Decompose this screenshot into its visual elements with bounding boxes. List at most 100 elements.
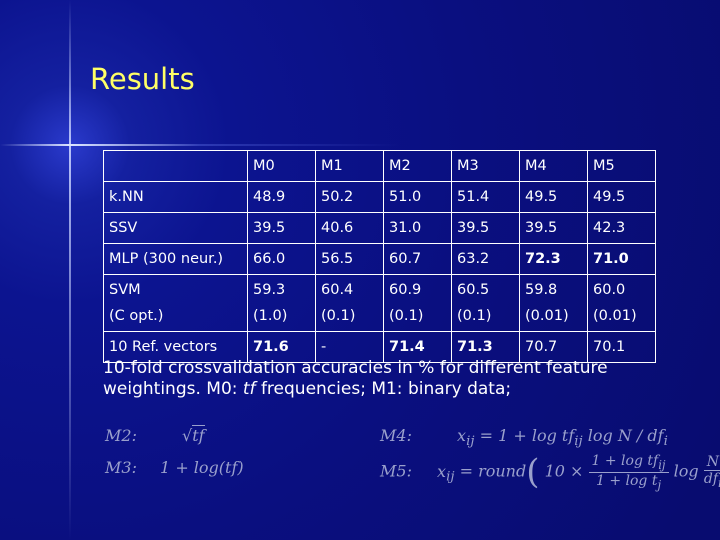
- table-cell: 59.3 (1.0): [247, 274, 316, 332]
- formula-m5: M5: xij = round( 10 × 1 + log tfij 1 + lo…: [380, 452, 720, 492]
- cell-line: 70.7: [525, 339, 558, 355]
- row-label-line: MLP (300 neur.): [109, 251, 224, 267]
- formula-sub: ij: [574, 434, 583, 450]
- formula-m3: M3: 1 + log(tf): [105, 458, 244, 477]
- table-cell: 40.6: [315, 212, 384, 244]
- caption-term: tf: [242, 379, 256, 399]
- table-cell: 51.4: [451, 181, 520, 213]
- formula-label: M3:: [105, 458, 137, 477]
- cell-line: 71.4: [389, 339, 425, 355]
- cell-line: 49.5: [593, 189, 626, 205]
- table-cell: 51.0: [383, 181, 452, 213]
- formula-term: log N / df: [587, 426, 664, 445]
- column-header: M1: [315, 150, 384, 182]
- formula-label: M4:: [380, 426, 412, 445]
- table-cell: 60.5 (0.1): [451, 274, 520, 332]
- column-header: M4: [519, 150, 588, 182]
- formula-term: 1 + log t: [595, 472, 658, 489]
- cell-line: 56.5: [321, 251, 354, 267]
- table-cell: 42.3: [587, 212, 656, 244]
- table-row: MLP (300 neur.) 66.0 56.5 60.7 63.2 72.3 71.0: [103, 243, 656, 275]
- formula-term: 10 ×: [544, 461, 584, 481]
- formula-term: x: [437, 461, 447, 481]
- cell-line: 60.4: [321, 282, 354, 298]
- table-cell: 72.3: [519, 243, 588, 275]
- row-label-line: 10 Ref. vectors: [109, 339, 218, 355]
- formula-sub: ij: [466, 434, 475, 450]
- column-header: M2: [383, 150, 452, 182]
- table-cell: 39.5: [519, 212, 588, 244]
- formula-fraction: Ndfi: [703, 454, 720, 490]
- formula-term: log: [673, 461, 699, 481]
- formula-term: = 1 + log tf: [479, 426, 575, 445]
- caption: 10-fold crossvalidation accuracies in % …: [103, 358, 663, 400]
- column-header: M3: [451, 150, 520, 182]
- table-cell: 70.1: [587, 331, 656, 363]
- results-table: M0 M1 M2 M3 M4 M5 k.NN 48.9 50.2 51.0 51.4 49.5 49.5…: [103, 150, 656, 363]
- row-label-line: (C opt.): [109, 308, 164, 324]
- formula-term: tf: [192, 425, 205, 445]
- cell-line: 60.5: [457, 282, 490, 298]
- table-cell: 50.2: [315, 181, 384, 213]
- column-header: M5: [587, 150, 656, 182]
- cell-line: 60.0: [593, 282, 626, 298]
- cell-line: (0.1): [321, 308, 356, 324]
- corner-cell: [103, 150, 248, 182]
- table-cell: 39.5: [451, 212, 520, 244]
- formula-term: df: [703, 471, 719, 488]
- table-cell: 48.9: [247, 181, 316, 213]
- formula-radical: √: [182, 426, 193, 445]
- table-row: SVM (C opt.) 59.3 (1.0) 60.4 (0.1) 60.9 (0.1) 60…: [103, 274, 656, 332]
- formula-label: M5:: [380, 461, 412, 481]
- row-label-line: SVM: [109, 282, 141, 298]
- cell-line: 71.3: [457, 339, 493, 355]
- table-cell: 56.5: [315, 243, 384, 275]
- table-row: 10 Ref. vectors 71.6 - 71.4 71.3 70.7 70.1: [103, 331, 656, 363]
- cell-line: (0.1): [457, 308, 492, 324]
- cell-line: 31.0: [389, 220, 422, 236]
- table-cell: 70.7: [519, 331, 588, 363]
- formula-m4: M4: xij = 1 + log tfij log N / dfi: [380, 426, 668, 449]
- formula-term: N: [703, 454, 720, 472]
- row-label: 10 Ref. vectors: [103, 331, 248, 363]
- cell-line: 50.2: [321, 189, 354, 205]
- cell-line: 59.3: [253, 282, 286, 298]
- cell-line: 66.0: [253, 251, 286, 267]
- cell-line: 48.9: [253, 189, 286, 205]
- row-label-line: SSV: [109, 220, 138, 236]
- formula-sub: i: [663, 434, 668, 450]
- formula-term: 1 + log tf: [591, 452, 659, 469]
- cell-line: -: [321, 339, 327, 355]
- cell-line: (0.01): [525, 308, 569, 324]
- cell-line: 71.6: [253, 339, 289, 355]
- table-cell: 60.9 (0.1): [383, 274, 452, 332]
- row-label-line: k.NN: [109, 189, 144, 205]
- caption-text: frequencies; M1: binary data;: [255, 379, 512, 399]
- formula-m2: M2: √tf: [105, 425, 205, 445]
- row-label: SSV: [103, 212, 248, 244]
- formula-term: = round: [459, 461, 527, 481]
- cell-line: 70.1: [593, 339, 626, 355]
- cell-line: 39.5: [525, 220, 558, 236]
- row-label: SVM (C opt.): [103, 274, 248, 332]
- formula-sub: ij: [446, 469, 455, 485]
- table-cell: 71.6: [247, 331, 316, 363]
- cell-line: 42.3: [593, 220, 626, 236]
- table-cell: 60.7: [383, 243, 452, 275]
- formula-label: M2:: [105, 426, 137, 445]
- table-cell: 39.5: [247, 212, 316, 244]
- cell-line: (0.01): [593, 308, 637, 324]
- cell-line: 51.4: [457, 189, 490, 205]
- table-cell: 63.2: [451, 243, 520, 275]
- table-cell: 31.0: [383, 212, 452, 244]
- table-cell: 71.0: [587, 243, 656, 275]
- row-label: k.NN: [103, 181, 248, 213]
- slide-title: Results: [90, 62, 195, 96]
- cell-line: 72.3: [525, 251, 561, 267]
- cell-line: 71.0: [593, 251, 629, 267]
- lens-flare: [69, 0, 71, 540]
- cell-line: (1.0): [253, 308, 288, 324]
- table-cell: 71.3: [451, 331, 520, 363]
- table-cell: 66.0: [247, 243, 316, 275]
